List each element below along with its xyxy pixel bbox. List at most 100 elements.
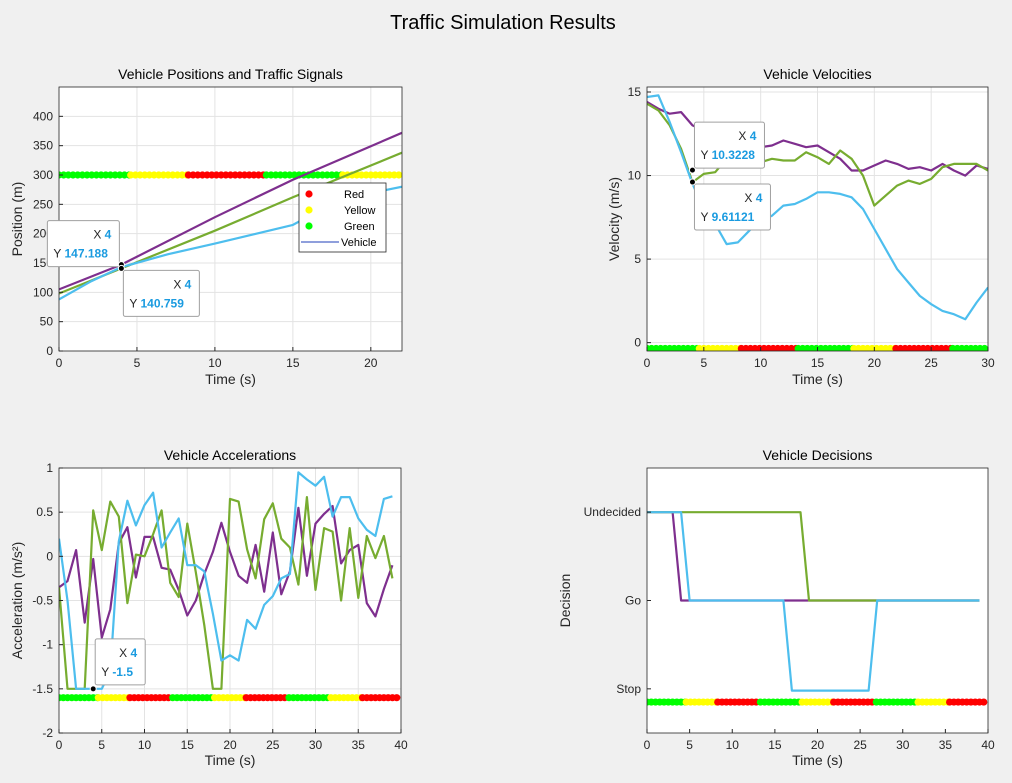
accelerations-xtick-label: 30	[309, 738, 323, 752]
decisions-signal-markers	[647, 698, 988, 706]
positions-xlabel: Time (s)	[205, 371, 256, 387]
accelerations-title: Vehicle Accelerations	[164, 447, 296, 463]
datatip-y-label: Y	[129, 296, 140, 310]
datatip-x-row: X 4	[93, 228, 111, 242]
velocities-xtick-label: 20	[868, 356, 882, 370]
positions-xtick-label: 20	[364, 356, 378, 370]
velocities-axes: 0 5 10 15 20 25 30 0 5 10 15 Vehicle Velocities Time…	[606, 66, 995, 387]
decisions-xtick-label: 10	[726, 738, 740, 752]
accelerations-ytick-label: -1.5	[32, 682, 53, 696]
datatip-x-row: X 4	[738, 129, 756, 143]
datatip-x-label: X	[173, 277, 184, 291]
datatip-box	[94, 638, 146, 686]
datatip-y-row: Y 9.61121	[700, 210, 754, 224]
datatip-y-value: 10.3228	[712, 148, 756, 162]
datatip-y-row: Y 140.759	[129, 296, 184, 310]
decisions-xtick-label: 35	[939, 738, 953, 752]
decisions-xtick-label: 0	[644, 738, 651, 752]
decisions-xtick-label: 30	[896, 738, 910, 752]
velocities-xtick-label: 10	[754, 356, 768, 370]
datatip-x-row: X 4	[173, 277, 191, 291]
velocities-ytick-label: 5	[634, 252, 641, 266]
datatip-y-row: Y -1.5	[101, 665, 133, 679]
velocities-xtick-label: 15	[811, 356, 825, 370]
velocities-ytick-label: 0	[634, 336, 641, 350]
datatip-y-value: 147.188	[64, 247, 108, 261]
datatip-x-value: 4	[105, 228, 112, 242]
velocities-xtick-label: 30	[981, 356, 995, 370]
positions-ytick-label: 350	[33, 139, 53, 153]
positions-ytick-label: 0	[46, 344, 53, 358]
accelerations-series-line-1	[59, 504, 394, 639]
accelerations-ytick-label: 1	[46, 461, 53, 475]
datatip-x-row: X 4	[119, 646, 137, 660]
datatip-x-value: 4	[756, 191, 763, 205]
decisions-xtick-label: 15	[768, 738, 782, 752]
accelerations-ytick-label: -0.5	[32, 594, 53, 608]
legend-entry-green: Green	[344, 221, 375, 233]
decisions-xtick-label: 20	[811, 738, 825, 752]
datatip-x-label: X	[738, 129, 749, 143]
velocities-series-line-2	[647, 102, 988, 207]
velocities-ytick-label: 15	[628, 85, 642, 99]
positions-title: Vehicle Positions and Traffic Signals	[118, 66, 343, 82]
accelerations-xlabel: Time (s)	[205, 752, 256, 768]
legend-marker-red	[305, 190, 313, 198]
positions-signal-markers	[59, 171, 402, 179]
decisions-axes: 0 5 10 15 20 25 30 35 40 Stop Go Undecided Vehicle D…	[557, 447, 995, 768]
datatip[interactable]: X 4 Y 147.188	[46, 220, 125, 269]
datatip-point	[89, 685, 97, 693]
datatip-y-label: Y	[700, 210, 711, 224]
accelerations-series-line-3	[59, 471, 393, 690]
accelerations-ytick-label: -1	[42, 638, 53, 652]
decisions-ytick-label: Stop	[616, 682, 641, 696]
decisions-xlabel: Time (s)	[792, 752, 843, 768]
accelerations-xtick-label: 20	[223, 738, 237, 752]
datatip-x-value: 4	[750, 129, 757, 143]
velocities-xtick-label: 5	[700, 356, 707, 370]
legend-marker-green	[305, 222, 313, 230]
datatip-x-row: X 4	[744, 191, 762, 205]
velocities-xtick-label: 25	[924, 356, 938, 370]
datatip-y-value: 9.61121	[712, 210, 755, 224]
datatip-point	[117, 264, 125, 272]
accelerations-xtick-label: 40	[394, 738, 408, 752]
datatip-x-label: X	[119, 646, 130, 660]
velocities-signal-markers	[647, 344, 988, 351]
velocities-xtick-label: 0	[644, 356, 651, 370]
accelerations-xtick-label: 25	[266, 738, 280, 752]
datatip[interactable]: X 4 Y -1.5	[89, 638, 146, 693]
positions-ytick-label: 250	[33, 197, 53, 211]
signal-marker-red	[393, 694, 401, 702]
legend-box	[298, 182, 387, 253]
decisions-xtick-label: 40	[981, 738, 995, 752]
decisions-series-line-3	[647, 511, 980, 692]
datatip-y-row: Y 147.188	[53, 247, 108, 261]
datatip[interactable]: X 4 Y 140.759	[117, 264, 200, 317]
velocities-title: Vehicle Velocities	[763, 66, 871, 82]
positions-ytick-label: 100	[33, 285, 53, 299]
accelerations-ylabel: Acceleration (m/s²)	[9, 542, 25, 659]
decisions-xtick-label: 25	[853, 738, 867, 752]
datatip-x-label: X	[744, 191, 755, 205]
accelerations-xtick-label: 5	[98, 738, 105, 752]
decisions-ylabel: Decision	[557, 574, 573, 628]
legend-entry-vehicle: Vehicle	[341, 237, 376, 249]
positions-xtick-label: 0	[56, 356, 63, 370]
accelerations-axes: 0 5 10 15 20 25 30 35 40 -2 -1.5 -1 -0.5 0 0.5 1 Vehicle…	[9, 447, 408, 768]
accelerations-series-line-2	[59, 496, 394, 690]
decisions-xtick-label: 5	[686, 738, 693, 752]
accelerations-ytick-label: 0.5	[36, 505, 53, 519]
datatip[interactable]: X 4Y 9.61121	[688, 178, 771, 231]
datatip-x-label: X	[93, 228, 104, 242]
datatip[interactable]: X 4 Y 10.3228	[688, 121, 765, 174]
velocities-xlabel: Time (s)	[792, 371, 843, 387]
decisions-ytick-label: Go	[625, 594, 641, 608]
positions-series-line-1	[59, 131, 402, 291]
positions-ytick-label: 300	[33, 168, 53, 182]
datatip-y-label: Y	[53, 247, 64, 261]
accelerations-ytick-label: -2	[42, 726, 53, 740]
accelerations-xtick-label: 0	[56, 738, 63, 752]
positions-axes-box	[58, 86, 403, 352]
